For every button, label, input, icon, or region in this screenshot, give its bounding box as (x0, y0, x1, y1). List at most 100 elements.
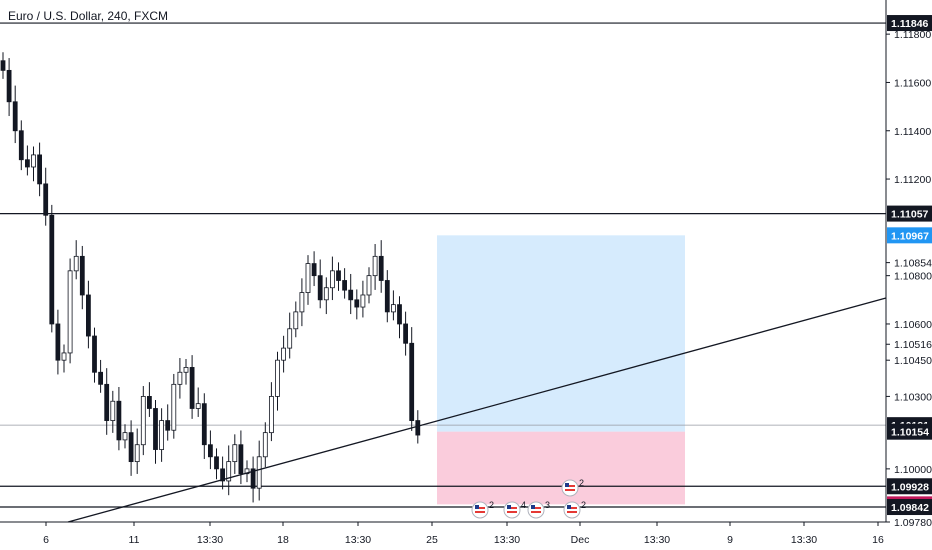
candle (226, 445, 232, 496)
economic-event-flag: 2 (563, 500, 586, 519)
horizontal-levels[interactable]: 1.118461.110571.109671.101811.101541.099… (0, 15, 932, 516)
price-label-box (887, 478, 932, 495)
flag-stripe-icon (475, 507, 485, 509)
candle-body (384, 280, 390, 313)
candle-body (171, 383, 177, 431)
long-position-tool[interactable] (437, 235, 685, 505)
trendline-segment (67, 297, 887, 523)
trendline[interactable] (67, 297, 887, 523)
price-label-box (887, 499, 932, 516)
candle (378, 240, 384, 293)
time-tick-label: 11 (129, 534, 140, 546)
candle (256, 440, 262, 501)
candle-body (92, 335, 97, 373)
price-label-box (887, 227, 932, 244)
candle (244, 460, 250, 483)
candle-body (244, 468, 250, 475)
candle (110, 390, 116, 433)
price-tick-label: 1.11800 (894, 29, 931, 41)
candle-body (354, 299, 360, 308)
candle-body (61, 352, 67, 361)
candle (128, 420, 134, 476)
event-badges[interactable]: 2 4 3 2 2 (471, 478, 586, 519)
candle-body (207, 444, 213, 458)
flag-stripe-icon (565, 489, 575, 491)
candle-body (12, 101, 18, 132)
price-axis[interactable]: 1.11800 1.11600 1.11400 1.11200 1.108541.108… (885, 0, 932, 529)
candlesticks (0, 52, 421, 503)
candle-body (238, 444, 244, 475)
candle-body (409, 342, 415, 421)
time-tick-label: 13:30 (791, 534, 817, 546)
candle-body (293, 311, 299, 330)
price-tick-label: 1.10450 (894, 355, 932, 367)
candle-body (281, 347, 287, 361)
candle (6, 58, 12, 117)
candle (177, 358, 183, 399)
candle-body (49, 214, 55, 325)
candle (49, 204, 55, 333)
candle-body (183, 367, 189, 373)
candle (214, 448, 219, 480)
candle-body (37, 154, 42, 185)
candle (24, 145, 30, 176)
candle (220, 456, 226, 490)
candle-body (390, 304, 396, 313)
candle (201, 393, 207, 459)
candle (336, 262, 341, 291)
candle-body (397, 304, 402, 325)
price-tick-label: 1.10854 (894, 258, 932, 270)
economic-event-flag: 2 (471, 500, 494, 519)
price-label: 1.09842 (891, 502, 929, 514)
time-axis[interactable]: 6 11 13:30 18 13:30 25 13:30 Dec 13:30 9 13:30 16 (0, 521, 886, 546)
time-tick-label: 13:30 (345, 534, 371, 546)
candle (287, 312, 293, 359)
price-tick-label: 1.11600 (894, 77, 931, 89)
event-count: 4 (521, 500, 526, 510)
time-tick-label: 13:30 (197, 534, 223, 546)
candle-body (214, 456, 219, 470)
price-tick-label: 1.11400 (894, 126, 931, 138)
candle (390, 290, 396, 321)
candle (98, 359, 103, 393)
candle (262, 422, 268, 468)
price-label: 1.11057 (891, 209, 929, 221)
economic-event-flag: 2 (561, 478, 584, 497)
candle (104, 368, 110, 435)
price-label: 1.10967 (891, 230, 929, 242)
chart-title: Euro / U.S. Dollar, 240, FXCM (8, 9, 169, 23)
candle (153, 400, 158, 464)
candle-body (159, 420, 165, 450)
candle-body (128, 432, 134, 463)
candle-body (329, 270, 335, 289)
flag-stripe-icon (531, 507, 541, 509)
candle (207, 430, 213, 470)
candle-body (305, 263, 311, 293)
candle-body (0, 60, 6, 71)
candle (79, 245, 85, 310)
candle (238, 430, 244, 485)
candle (384, 270, 390, 323)
event-flag-icon (563, 501, 581, 519)
candle-body (220, 468, 226, 482)
candle (165, 404, 171, 441)
candle-body (317, 275, 323, 301)
candle (183, 358, 189, 385)
candle-body (256, 456, 262, 489)
candle (317, 259, 323, 309)
candle (116, 386, 122, 451)
candle (146, 382, 152, 417)
candle-body (6, 69, 12, 103)
candle-body (18, 130, 24, 161)
flag-canton-icon (531, 505, 535, 509)
price-tick-label: 1.10600 (894, 319, 932, 331)
time-tick-label: Dec (571, 534, 590, 546)
event-count: 2 (579, 478, 584, 488)
candle-body (98, 371, 103, 385)
candle-body (110, 400, 116, 421)
candle-body (287, 328, 293, 349)
event-count: 3 (545, 500, 550, 510)
candle-body (67, 270, 73, 354)
time-tick-label: 25 (426, 534, 438, 546)
